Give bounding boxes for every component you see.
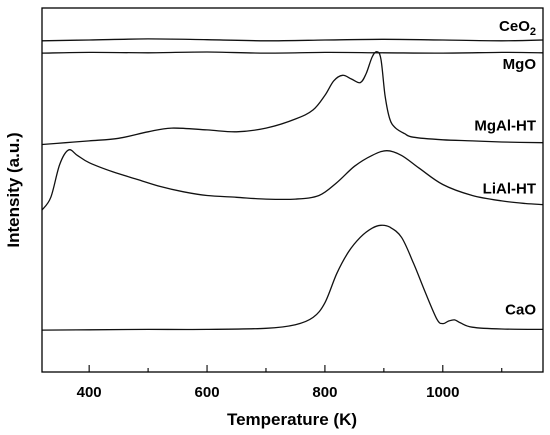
series-layer bbox=[41, 38, 544, 331]
series-line-cao bbox=[41, 224, 544, 331]
series-label-ceo2: CeO2 bbox=[499, 18, 536, 38]
x-tick-label: 1000 bbox=[426, 384, 459, 401]
series-label-cao: CaO bbox=[505, 301, 536, 318]
x-tick-label: 600 bbox=[195, 384, 220, 401]
y-axis-title: Intensity (a.u.) bbox=[4, 132, 23, 247]
x-axis-title: Temperature (K) bbox=[227, 410, 357, 429]
x-tick-label: 800 bbox=[312, 384, 337, 401]
series-line-mgo bbox=[41, 51, 544, 54]
series-line-lial-ht bbox=[41, 149, 544, 211]
tick-layer: 400 600 800 1000 bbox=[77, 365, 503, 401]
plot-frame bbox=[41, 7, 544, 373]
series-label-mgal-ht: MgAl-HT bbox=[474, 118, 536, 135]
series-label-mgo: MgO bbox=[503, 56, 537, 73]
series-line-mgal-ht bbox=[41, 51, 544, 146]
x-tick-label: 400 bbox=[77, 384, 102, 401]
series-label-lial-ht: LiAl-HT bbox=[483, 181, 536, 198]
series-line-ceo2 bbox=[41, 38, 544, 42]
label-layer: CeO2 MgO MgAl-HT LiAl-HT CaO bbox=[474, 18, 536, 318]
